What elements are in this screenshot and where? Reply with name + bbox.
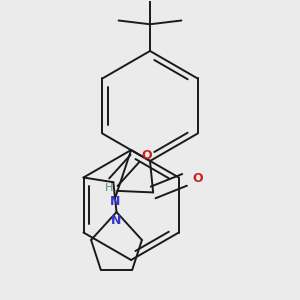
Text: O: O [192,172,203,185]
Text: O: O [141,149,152,162]
Text: N: N [110,195,121,208]
Text: H: H [105,183,113,193]
Text: N: N [111,214,122,227]
